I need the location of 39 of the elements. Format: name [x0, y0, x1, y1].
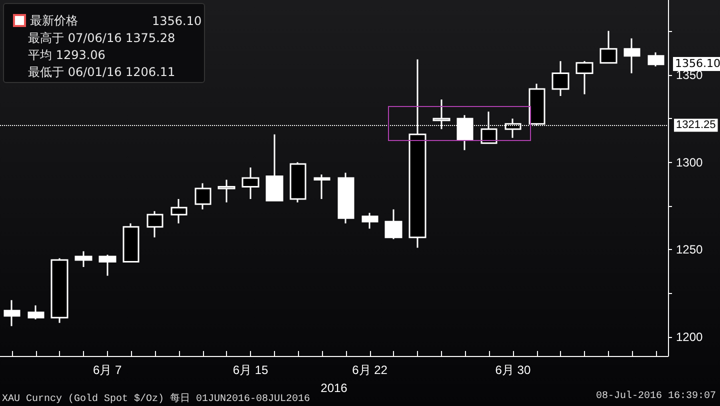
x-tick-label: 6月 22 — [352, 363, 388, 377]
candlestick — [266, 134, 284, 202]
candlestick — [4, 299, 20, 327]
candlestick — [74, 250, 92, 268]
candlestick — [98, 254, 116, 276]
text: 1356.10 — [673, 57, 720, 72]
annotation: 最高于 07/06/16 1375.28 — [28, 30, 176, 47]
candlestick — [50, 258, 68, 324]
candlestick — [600, 30, 618, 64]
x-tick-label: 6月 15 — [232, 363, 268, 377]
candlestick — [648, 52, 664, 68]
annotation: 1356.10 — [152, 14, 202, 28]
annotation: 平均 1293.06 — [28, 47, 106, 64]
y-tick-label: 1250 — [676, 242, 704, 257]
candlestick — [552, 60, 570, 97]
ref-line-label: 1321.25 — [676, 119, 716, 132]
candlestick — [314, 174, 330, 200]
candlestick — [338, 172, 354, 224]
text: 08-Jul-2016 16:39:07 — [596, 391, 716, 402]
candlestick — [624, 38, 640, 74]
candlestick — [576, 60, 594, 95]
candlestick — [194, 182, 212, 210]
y-tick-label: 1300 — [676, 155, 704, 170]
candlestick — [170, 198, 188, 224]
x-tick-label: 6月 7 — [93, 363, 122, 377]
legend-label: 最新价格 — [30, 14, 78, 28]
candlestick — [122, 222, 140, 263]
annotation: 最低于 06/01/16 1206.11 — [28, 64, 176, 81]
x-tick-label: 6月 30 — [495, 363, 531, 377]
candlestick — [290, 162, 306, 204]
candlestick — [218, 178, 236, 204]
y-tick-label: 1200 — [676, 330, 704, 344]
candlestick — [362, 212, 378, 230]
candlestick — [242, 166, 260, 200]
candlestick — [28, 304, 44, 320]
text: XAU Curncy (Gold Spot $/Oz) 每日 01JUN2016-08JUL2016 — [2, 392, 310, 405]
candlestick — [384, 208, 402, 240]
candlestick — [146, 210, 164, 238]
x-axis-title: 2016 — [320, 381, 348, 395]
